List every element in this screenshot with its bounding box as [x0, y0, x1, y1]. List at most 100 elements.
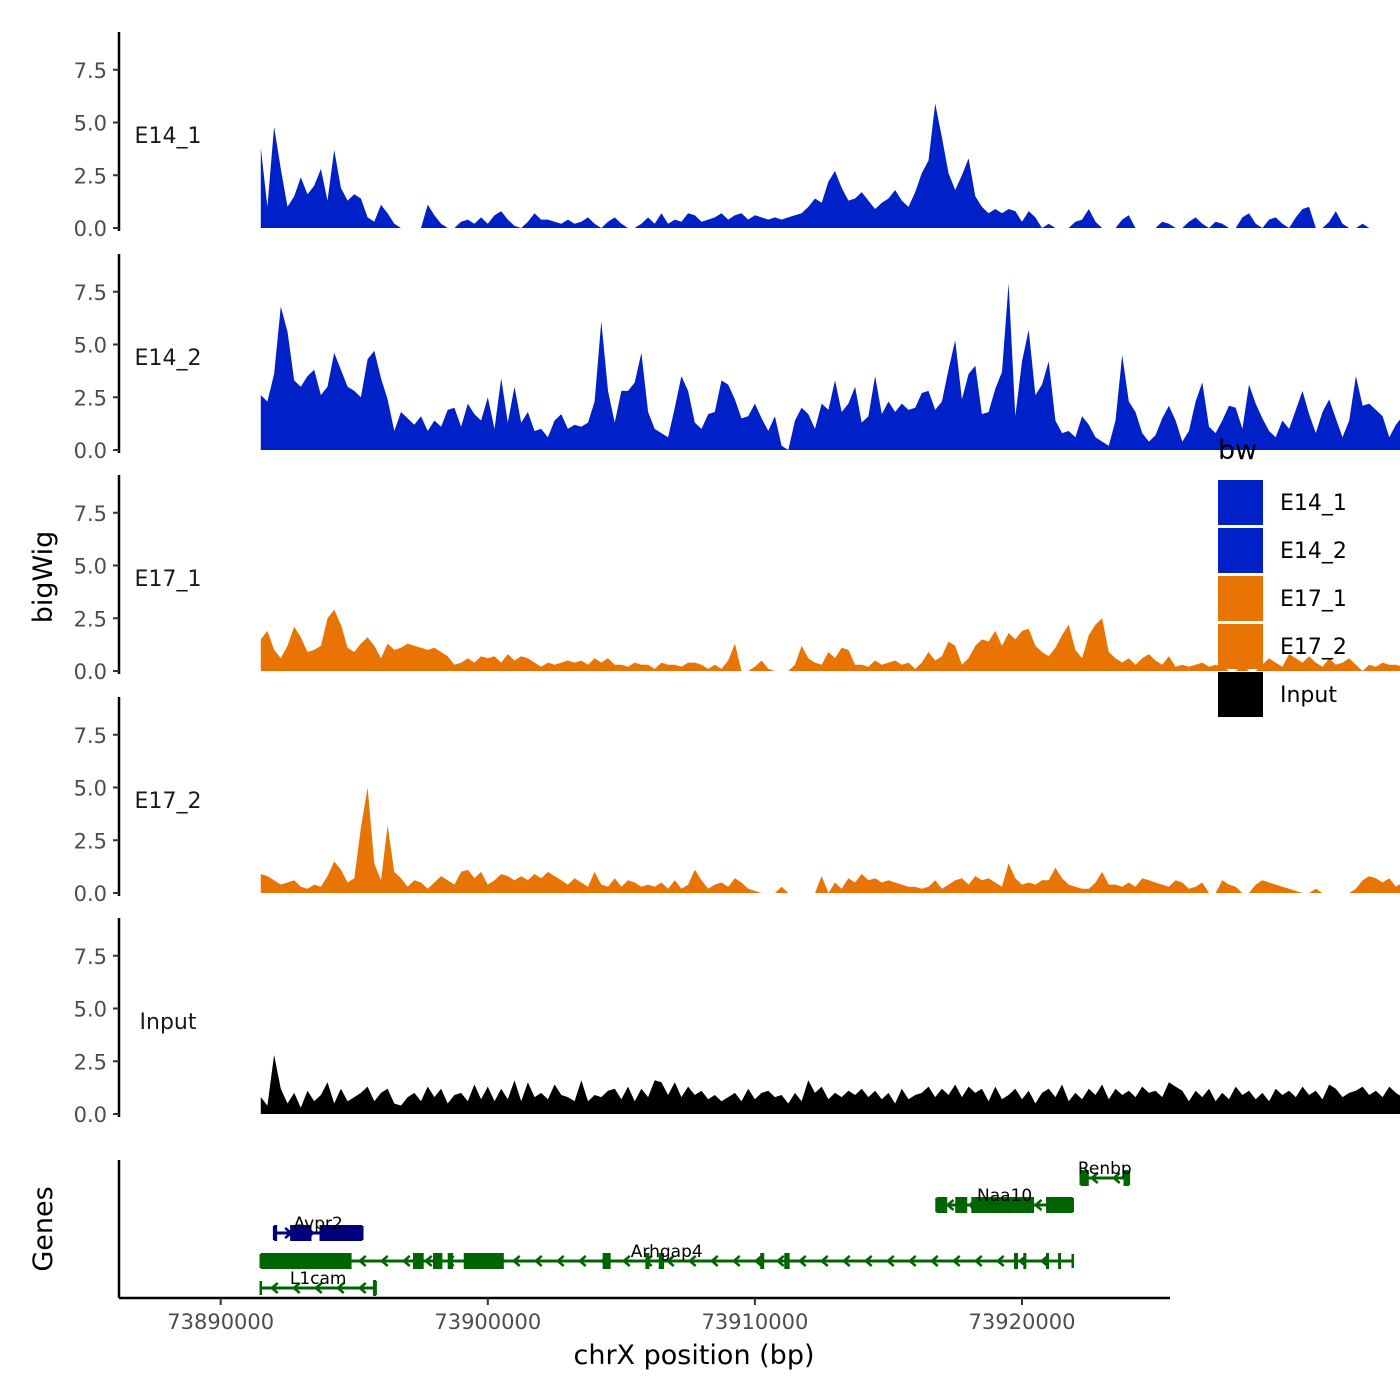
- exon: [955, 1197, 968, 1213]
- strand-arrow: [423, 1255, 433, 1267]
- gene-label: Naa10: [977, 1186, 1032, 1206]
- exon: [658, 1253, 665, 1269]
- exon: [433, 1253, 443, 1269]
- gene-avpr2: Avpr2: [272, 1214, 364, 1241]
- strand-arrow: [885, 1255, 895, 1267]
- gene-renbp: Renbp: [1078, 1159, 1132, 1186]
- legend: bw E14_1 E14_2 E17_1 E17_2 Input: [1218, 435, 1347, 717]
- track-panels: 0.0 2.5 5.0 7.5 E14_1 0.0 2.5 5.0 7.5 E14_2 0.0 2.5…: [74, 32, 1400, 1127]
- strand-arrow: [401, 1255, 411, 1267]
- strand-arrow: [973, 1255, 983, 1267]
- exon: [1046, 1253, 1050, 1269]
- y-tick-label: 7.5: [74, 724, 107, 748]
- strand-arrow: [379, 1255, 389, 1267]
- strand-arrow: [1111, 1172, 1121, 1184]
- strand-arrow: [951, 1255, 961, 1267]
- y-tick-label: 5.0: [74, 777, 107, 801]
- strand-arrow: [929, 1255, 939, 1267]
- legend-key-e14_2: [1218, 528, 1263, 573]
- strand-arrow: [995, 1255, 1005, 1267]
- x-axis: 73890000 73900000 73910000 73920000: [119, 1296, 1170, 1334]
- strand-arrow: [709, 1255, 719, 1267]
- strand-arrow: [357, 1282, 367, 1294]
- strand-arrow: [357, 1255, 367, 1267]
- gene-l1cam: L1cam: [259, 1269, 377, 1296]
- gene-label: L1cam: [290, 1269, 347, 1289]
- strand-arrow: [841, 1255, 851, 1267]
- strand-arrow: [819, 1255, 829, 1267]
- gene-label: Avpr2: [294, 1214, 343, 1234]
- track-panel-e17_2: 0.0 2.5 5.0 7.5 E17_2: [74, 697, 1400, 906]
- track-label: E14_2: [135, 346, 202, 371]
- y-tick-label: 2.5: [74, 607, 107, 631]
- gene-naa10: Naa10: [935, 1186, 1074, 1213]
- track-label: E17_2: [135, 789, 202, 814]
- legend-key-input: [1218, 672, 1263, 717]
- exon: [260, 1253, 352, 1269]
- strand-arrow: [945, 1199, 955, 1211]
- exon: [319, 1225, 363, 1241]
- y-tick-label: 7.5: [74, 59, 107, 83]
- strand-arrow: [1033, 1199, 1043, 1211]
- exon: [1058, 1253, 1062, 1269]
- exon: [1046, 1197, 1073, 1213]
- strand-arrow: [687, 1255, 697, 1267]
- track-panel-e14_2: 0.0 2.5 5.0 7.5 E14_2: [74, 254, 1400, 463]
- legend-key-e14_1: [1218, 480, 1263, 525]
- exon: [413, 1253, 424, 1269]
- strand-arrow: [775, 1255, 785, 1267]
- strand-arrow: [313, 1282, 323, 1294]
- exon: [274, 1225, 278, 1241]
- exon: [602, 1253, 611, 1269]
- track-label: E17_1: [135, 567, 202, 592]
- track-label: Input: [140, 1010, 197, 1035]
- exon: [1123, 1170, 1129, 1186]
- legend-title: bw: [1218, 435, 1257, 466]
- legend-label: E14_2: [1280, 539, 1347, 564]
- signal-area-e17_1: [260, 609, 1400, 671]
- y-tick-label: 0.0: [74, 439, 107, 463]
- strand-arrow: [577, 1255, 587, 1267]
- strand-arrow: [335, 1282, 345, 1294]
- y-tick-label: 7.5: [74, 281, 107, 305]
- strand-arrow: [533, 1255, 543, 1267]
- exon: [372, 1280, 376, 1296]
- track-panel-e17_1: 0.0 2.5 5.0 7.5 E17_1: [74, 475, 1400, 684]
- gene-arhgap4: Arhgap4: [259, 1242, 1074, 1269]
- signal-area-e14_1: [260, 103, 1400, 228]
- track-panel-e14_1: 0.0 2.5 5.0 7.5 E14_1: [74, 32, 1400, 241]
- y-tick-label: 0.0: [74, 660, 107, 684]
- legend-label: E17_2: [1280, 635, 1347, 660]
- legend-label: E14_1: [1280, 491, 1347, 516]
- strand-arrow: [555, 1255, 565, 1267]
- exon: [463, 1253, 504, 1269]
- strand-arrow: [863, 1255, 873, 1267]
- signal-area-e17_2: [260, 787, 1400, 893]
- y-axis-title: bigWig: [28, 531, 59, 624]
- gene-label: Arhgap4: [631, 1242, 703, 1262]
- y-tick-label: 5.0: [74, 112, 107, 136]
- y-tick-label: 5.0: [74, 555, 107, 579]
- strand-arrow: [269, 1282, 279, 1294]
- y-tick-label: 0.0: [74, 217, 107, 241]
- strand-arrow: [753, 1255, 763, 1267]
- legend-label: Input: [1280, 683, 1337, 708]
- strand-arrow: [665, 1255, 675, 1267]
- y-tick-label: 2.5: [74, 386, 107, 410]
- signal-area-input: [260, 1054, 1400, 1114]
- y-tick-label: 0.0: [74, 882, 107, 906]
- track-label: E14_1: [135, 124, 202, 149]
- y-tick-label: 2.5: [74, 164, 107, 188]
- strand-arrow: [731, 1255, 741, 1267]
- genes-axis-title: Genes: [28, 1186, 59, 1271]
- genes-panel: Renbp Naa10 Arhgap4 Avpr2 L1cam: [117, 1159, 1132, 1298]
- strand-arrow: [907, 1255, 917, 1267]
- y-tick-label: 0.0: [74, 1103, 107, 1127]
- y-tick-label: 2.5: [74, 829, 107, 853]
- strand-arrow: [797, 1255, 807, 1267]
- exon: [936, 1197, 948, 1213]
- y-tick-label: 5.0: [74, 998, 107, 1022]
- exon: [645, 1253, 650, 1269]
- exon: [1080, 1170, 1089, 1186]
